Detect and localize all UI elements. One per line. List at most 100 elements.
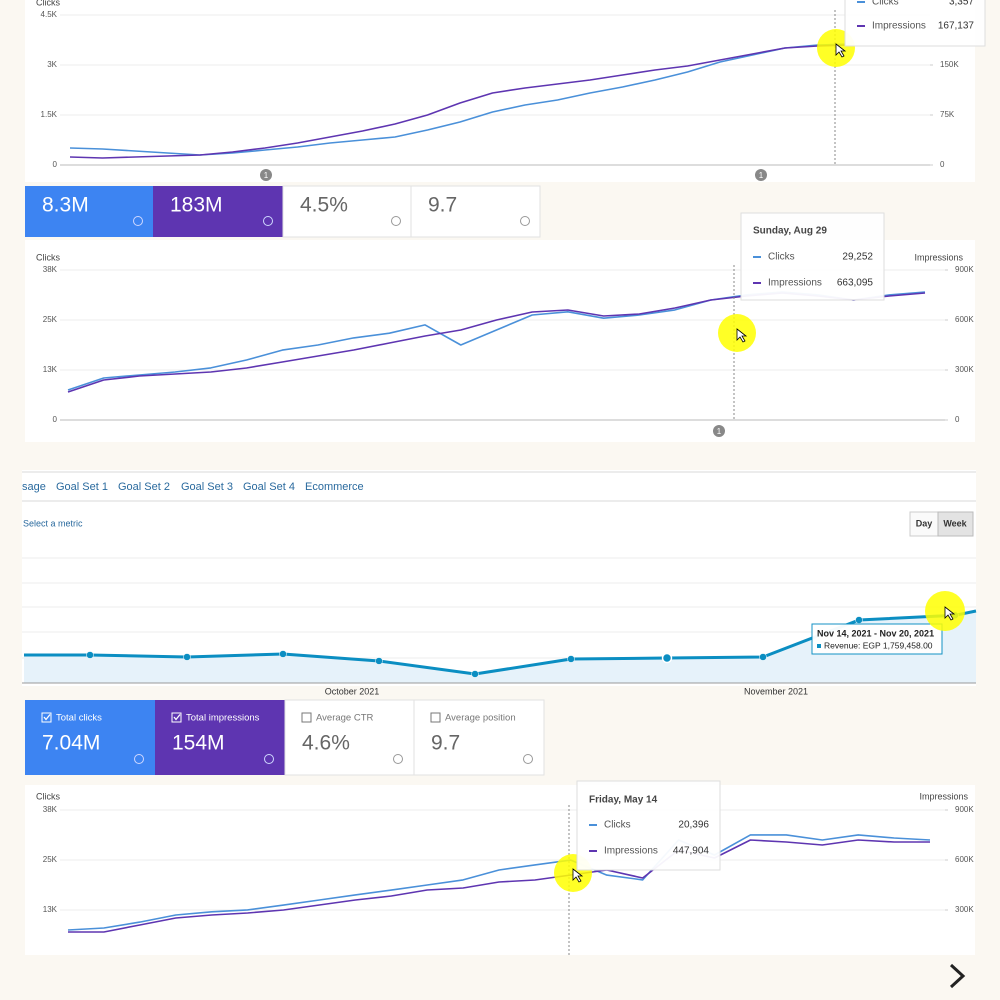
scorecard[interactable] <box>25 186 153 237</box>
scorecard[interactable] <box>153 186 283 237</box>
chart-a: Clicks 0 1.5K 3K 4.5K 0 75K 150K 1 1 <box>36 0 959 181</box>
data-point <box>375 657 383 665</box>
tooltip-value: 447,904 <box>673 846 710 857</box>
help-icon <box>134 754 144 764</box>
y2-tick-label: 900K <box>955 265 974 274</box>
y-tick-label: 38K <box>43 265 58 274</box>
help-icon <box>133 216 143 226</box>
y-tick-label: 25K <box>43 315 58 324</box>
tab[interactable]: Goal Set 1 <box>56 481 108 493</box>
y-tick-label: 0 <box>53 160 58 169</box>
tooltip-title: Sunday, Aug 29 <box>753 226 827 237</box>
tooltip-label: Impressions <box>768 278 822 289</box>
annotation-label: 1 <box>717 427 722 436</box>
tab[interactable]: Goal Set 3 <box>181 481 233 493</box>
tooltip-swatch <box>817 644 821 648</box>
tooltip-value: 3,357 <box>949 0 974 8</box>
button[interactable] <box>909 511 939 537</box>
help-icon <box>263 216 273 226</box>
y2-tick-label: 300K <box>955 365 974 374</box>
y2-tick-label: 300K <box>955 905 974 914</box>
x-axis-label: October 2021 <box>325 686 380 696</box>
scorecard-value: 8.3M <box>42 194 89 217</box>
scorecard-value: 4.5% <box>300 194 348 217</box>
data-point <box>183 653 191 661</box>
y-axis-label: Clicks <box>36 0 60 7</box>
tooltip-label: Clicks <box>872 0 899 8</box>
y2-tick-label: 0 <box>940 160 945 169</box>
annotation-marker[interactable] <box>755 169 767 181</box>
tooltip-value: 663,095 <box>837 278 874 289</box>
y-tick-label: 0 <box>53 415 58 424</box>
y-tick-label: 13K <box>43 365 58 374</box>
series-line <box>68 839 930 933</box>
tab[interactable]: Ecommerce <box>305 481 364 493</box>
tab[interactable]: sage <box>22 481 46 493</box>
scorecard[interactable] <box>282 185 412 238</box>
button[interactable] <box>937 511 974 537</box>
y-axis-label: Clicks <box>36 252 60 262</box>
mouse-pointer <box>572 868 584 883</box>
y-tick-label: 38K <box>43 805 58 814</box>
tooltip <box>811 623 943 655</box>
tooltip-label: Impressions <box>604 846 658 857</box>
y-tick-label: 25K <box>43 855 58 864</box>
y2-tick-label: 600K <box>955 855 974 864</box>
checkbox[interactable] <box>171 712 182 723</box>
y-axis-label: Clicks <box>36 791 60 801</box>
help-icon <box>391 216 401 226</box>
checkmark <box>43 714 51 721</box>
tooltips: Clicks 3,357 Impressions 167,137 Sunday, Aug… <box>554 0 986 892</box>
scorecard[interactable] <box>410 185 541 238</box>
scorecard-value: 154M <box>172 732 225 755</box>
help-icon <box>264 754 274 764</box>
tooltip-text: Revenue: EGP 1,759,458.00 <box>824 640 933 650</box>
scorecard-value: 9.7 <box>428 194 457 217</box>
tooltip-label: Clicks <box>604 820 631 831</box>
help-icon <box>393 754 403 764</box>
help-icon <box>523 754 533 764</box>
tooltip-label: Impressions <box>872 21 926 32</box>
tab[interactable]: Goal Set 4 <box>243 481 295 493</box>
data-point <box>567 655 575 663</box>
help-icon <box>520 216 530 226</box>
tooltip-value: 167,137 <box>938 21 975 32</box>
data-point <box>661 652 673 664</box>
scorecards-top: 8.3M 183M 4.5% 9.7 <box>25 185 541 238</box>
checkbox[interactable] <box>430 712 441 723</box>
scorecard-value: 7.04M <box>42 732 100 755</box>
y-tick-label: 4.5K <box>41 10 58 19</box>
y2-axis-label: Impressions <box>919 791 968 801</box>
data-point <box>279 650 287 658</box>
area-fill <box>24 611 976 683</box>
scorecard-value: 4.6% <box>302 732 350 755</box>
analytics-chart: October 2021 November 2021 <box>22 557 977 696</box>
scorecard-value: 183M <box>170 194 223 217</box>
scorecard-label: Average position <box>445 713 516 724</box>
scorecard-value: 9.7 <box>431 732 460 755</box>
series-line <box>24 609 977 676</box>
data-point <box>86 651 94 659</box>
checkmark <box>173 714 181 721</box>
scorecards-bottom: Total clicks 7.04M Total impressions 154M Av… <box>25 699 545 776</box>
series-line <box>69 44 851 159</box>
panel <box>25 0 975 182</box>
metric-select[interactable]: Select a metric <box>23 518 83 528</box>
x-axis-label: November 2021 <box>744 686 808 696</box>
y-tick-label: 3K <box>47 60 57 69</box>
tooltip-value: 20,396 <box>678 820 709 831</box>
annotation-marker[interactable] <box>713 425 725 437</box>
scorecard-label: Total impressions <box>186 713 260 724</box>
y2-tick-label: 0 <box>955 415 960 424</box>
next-arrow[interactable] <box>949 963 966 989</box>
tab[interactable]: Goal Set 2 <box>118 481 170 493</box>
tooltip <box>576 780 721 871</box>
tooltip-title: Nov 14, 2021 - Nov 20, 2021 <box>817 628 934 638</box>
annotation-marker[interactable] <box>260 169 272 181</box>
checkbox[interactable] <box>301 712 312 723</box>
checkbox[interactable] <box>41 712 52 723</box>
y2-tick-label: 900K <box>955 805 974 814</box>
tooltip <box>740 212 885 301</box>
